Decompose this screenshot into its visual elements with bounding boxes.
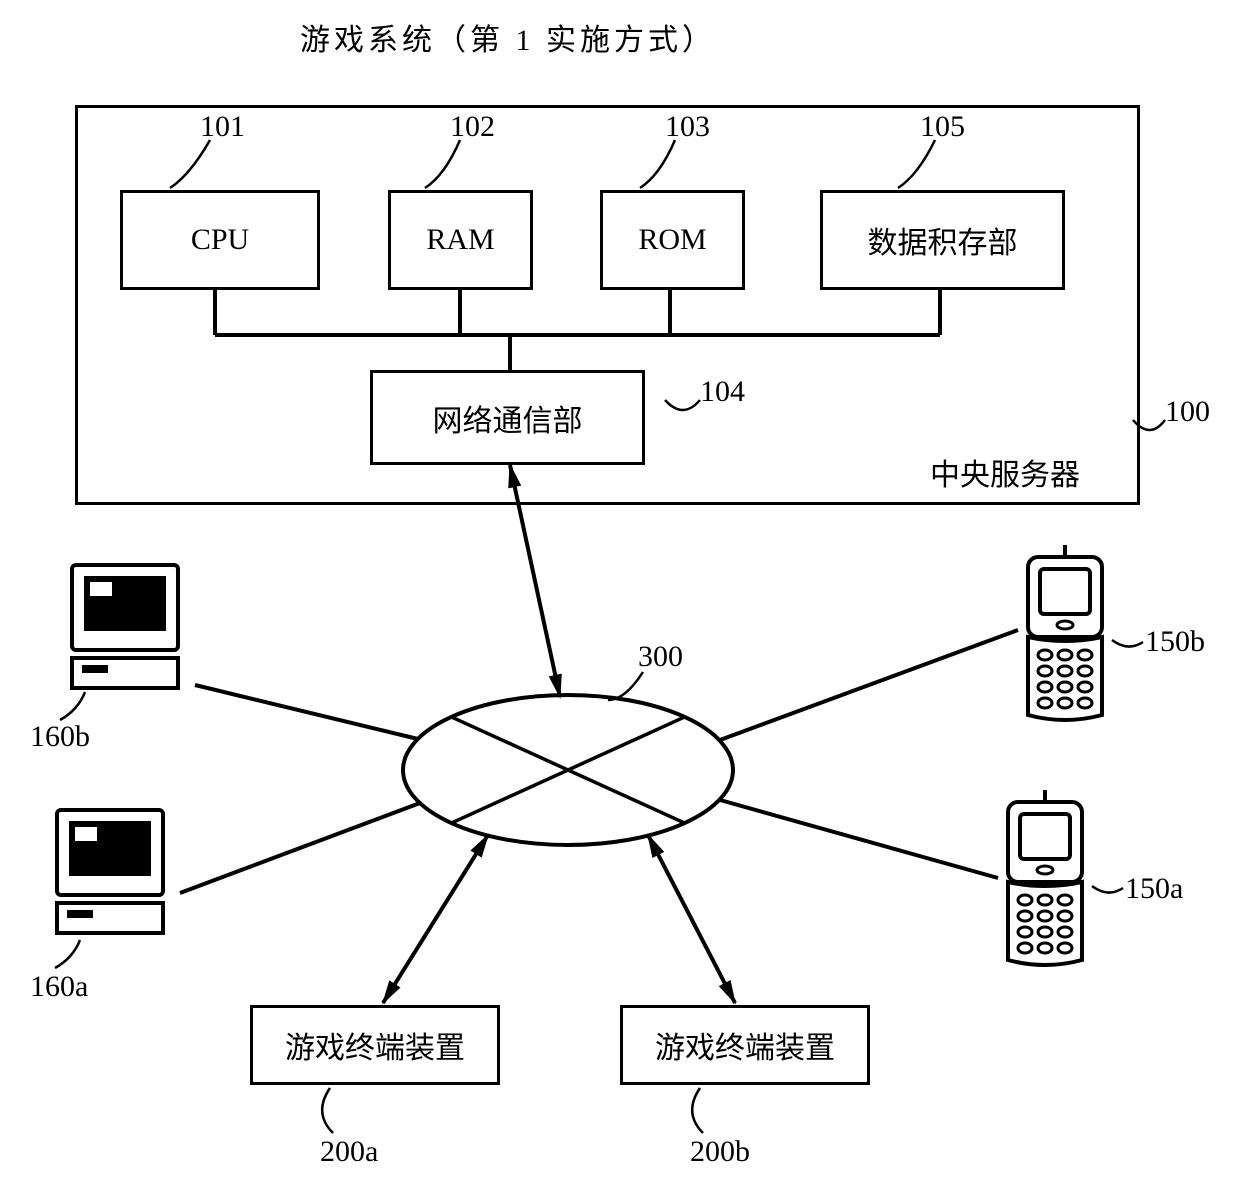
terminal-2-box: 游戏终端装置 [620, 1005, 870, 1085]
terminal-1-box: 游戏终端装置 [250, 1005, 500, 1085]
ref-105: 105 [920, 110, 965, 144]
ref-100: 100 [1165, 395, 1210, 429]
ref-150b: 150b [1145, 625, 1205, 659]
ref-200b: 200b [690, 1135, 750, 1169]
rom-box: ROM [600, 190, 745, 290]
storage-box: 数据积存部 [820, 190, 1065, 290]
cpu-box: CPU [120, 190, 320, 290]
phone-icon-a [1000, 790, 1090, 970]
ref-300: 300 [638, 640, 683, 674]
ref-160b: 160b [30, 720, 90, 754]
ref-101: 101 [200, 110, 245, 144]
netcomm-box: 网络通信部 [370, 370, 645, 465]
diagram-canvas: 游戏系统（第 1 实施方式） 中央服务器 100 CPU 101 RAM 102… [0, 0, 1240, 1187]
ref-103: 103 [665, 110, 710, 144]
phone-icon-b [1020, 545, 1110, 725]
ref-104: 104 [700, 375, 745, 409]
diagram-title: 游戏系统（第 1 实施方式） [300, 15, 716, 59]
computer-icon-b [60, 560, 190, 700]
server-label: 中央服务器 [930, 450, 1080, 494]
ref-102: 102 [450, 110, 495, 144]
ram-box: RAM [388, 190, 533, 290]
ref-160a: 160a [30, 970, 88, 1004]
computer-icon-a [45, 805, 175, 945]
ref-200a: 200a [320, 1135, 378, 1169]
ref-150a: 150a [1125, 872, 1183, 906]
